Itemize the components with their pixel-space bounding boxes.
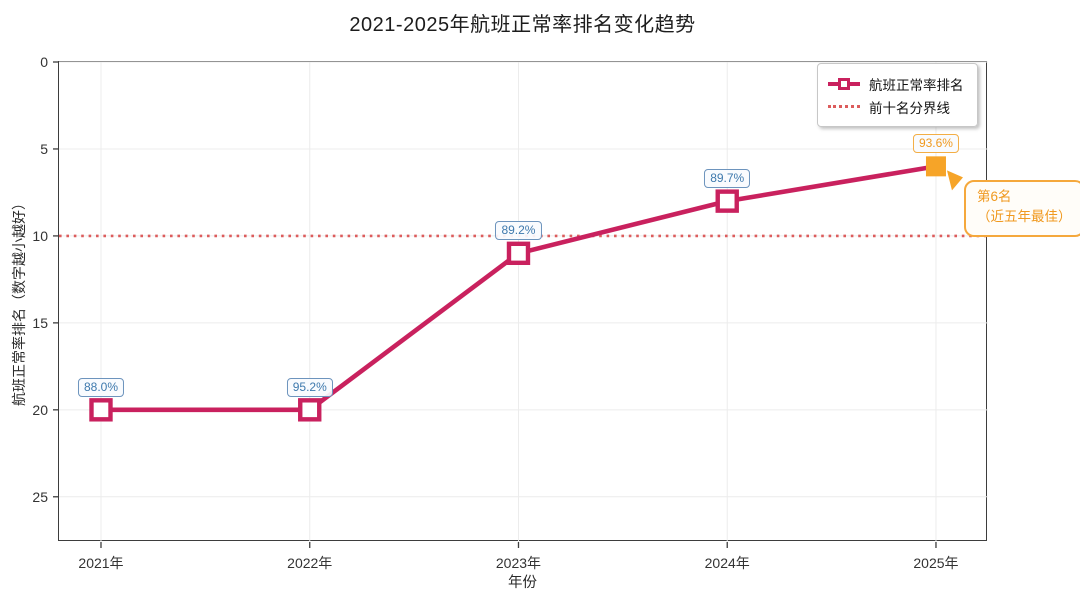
plot-area: 第6名 （近五年最佳） 0 5 10 15 20 25 2021年 2022年 2023年 202… [32, 54, 1080, 571]
y-tick-label: 0 [40, 54, 48, 70]
x-tick-label: 2024年 [704, 555, 750, 571]
best-rank-annotation: 第6名 （近五年最佳） [964, 180, 1080, 237]
y-tick-label: 25 [32, 488, 48, 505]
y-tick-label: 20 [32, 401, 48, 418]
legend-item-ranking-series: 航班正常率排名 [828, 72, 967, 95]
data-point-marker [506, 241, 531, 266]
x-tick-label: 2022年 [287, 555, 333, 571]
series-marker-sample [838, 77, 850, 90]
chart-canvas [53, 61, 988, 548]
data-point-marker [298, 398, 322, 422]
x-tick-label: 2025年 [913, 555, 959, 571]
annotation-line-1: 第6名 [977, 189, 1012, 204]
legend-label-threshold: 前十名分界线 [869, 100, 950, 116]
data-point-marker-highlight [925, 156, 946, 177]
legend: 航班正常率排名 前十名分界线 [817, 63, 978, 127]
y-tick-label: 5 [40, 140, 48, 157]
point-value-label-highlight: 93.6% [912, 134, 959, 154]
line-square-marker-swatch [828, 76, 860, 92]
x-tick-label: 2021年 [78, 555, 124, 571]
data-point-marker [715, 189, 739, 213]
y-tick-label: 10 [32, 227, 48, 244]
legend-label-ranking: 航班正常率排名 [869, 77, 964, 93]
x-tick-label: 2023年 [495, 555, 542, 571]
dotted-line-swatch [828, 99, 860, 115]
point-value-label: 95.2% [286, 377, 333, 397]
annotation-line-2: （近五年最佳） [977, 209, 1072, 225]
x-axis-title: 年份 [508, 575, 537, 591]
data-point-marker [89, 398, 113, 422]
point-value-label: 89.7% [704, 169, 751, 189]
point-value-label: 88.0% [77, 377, 124, 397]
y-tick-label: 15 [32, 314, 48, 331]
legend-item-threshold: 前十名分界线 [828, 95, 967, 118]
y-axis-title: 航班正常率排名（数字越小越好） [11, 196, 27, 406]
point-value-label: 89.2% [495, 221, 542, 241]
threshold-line-sample [828, 104, 860, 108]
chart-title: 2021-2025年航班正常率排名变化趋势 [349, 14, 696, 36]
annotation-arrow [946, 170, 963, 191]
